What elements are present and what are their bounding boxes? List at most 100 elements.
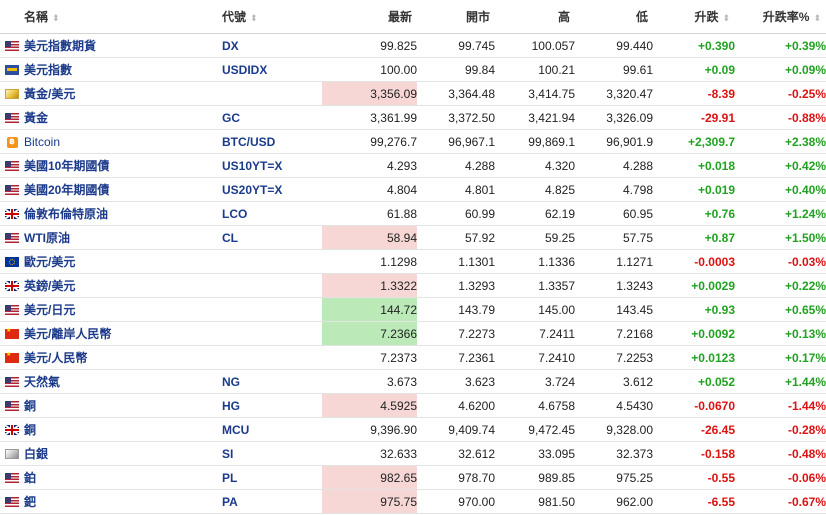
symbol-link[interactable]: PA	[222, 489, 322, 514]
quote-row[interactable]: 美元指數 USDIDX 100.00 99.84 100.21 99.61 +0.09 +0.…	[0, 57, 826, 82]
symbol-link[interactable]	[222, 273, 322, 298]
name-column-header[interactable]: 名稱 ⬍	[24, 0, 222, 34]
instrument-name-link[interactable]: 白銀	[24, 441, 222, 466]
instrument-name-link[interactable]: 銅	[24, 393, 222, 418]
last-price: 99.825	[322, 33, 417, 58]
instrument-name-link[interactable]: 美國20年期國債	[24, 177, 222, 202]
instrument-name-link[interactable]: 天然氣	[24, 369, 222, 394]
instrument-name-link[interactable]: 美元/日元	[24, 297, 222, 322]
instrument-name-link[interactable]: 鉑	[24, 465, 222, 490]
instrument-name-link[interactable]: WTI原油	[24, 225, 222, 250]
quote-row[interactable]: 美元/日元 144.72 143.79 145.00 143.45 +0.93 +0.65%	[0, 297, 826, 322]
quote-row[interactable]: 美國20年期國債 US20YT=X 4.804 4.801 4.825 4.798 +0.0…	[0, 177, 826, 202]
quote-row[interactable]: 歐元/美元 1.1298 1.1301 1.1336 1.1271 -0.0003 -0.0…	[0, 249, 826, 274]
change-column-header[interactable]: 升跌 ⬍	[653, 0, 735, 34]
silver-icon	[5, 449, 19, 460]
symbol-link[interactable]: MCU	[222, 417, 322, 442]
change-percent: -0.06%	[735, 465, 826, 490]
symbol-link[interactable]: US20YT=X	[222, 177, 322, 202]
sort-icon[interactable]: ⬍	[250, 13, 258, 23]
symbol-link[interactable]: PL	[222, 465, 322, 490]
open-price: 96,967.1	[417, 129, 495, 154]
instrument-name-link[interactable]: 美元指數	[24, 57, 222, 82]
change-value: -8.39	[653, 81, 735, 106]
high-column-header: 高	[495, 0, 575, 34]
last-price: 7.2366	[322, 321, 417, 346]
quote-row[interactable]: 黃金 GC 3,361.99 3,372.50 3,421.94 3,326.09 -29.…	[0, 105, 826, 130]
symbol-link[interactable]: GC	[222, 105, 322, 130]
quote-row[interactable]: 英鎊/美元 1.3322 1.3293 1.3357 1.3243 +0.0029 +0.2…	[0, 273, 826, 298]
symbol-link[interactable]: SI	[222, 441, 322, 466]
symbol-link[interactable]: HG	[222, 393, 322, 418]
instrument-name-link[interactable]: 歐元/美元	[24, 249, 222, 274]
instrument-name-link[interactable]: 美國10年期國債	[24, 153, 222, 178]
sort-icon[interactable]: ⬍	[813, 13, 821, 23]
quote-row[interactable]: 美元/離岸人民幣 7.23667.22737.24117.2168+0.0092+…	[0, 321, 826, 346]
instrument-name-link[interactable]: 鈀	[24, 489, 222, 514]
low-price: 3,320.47	[575, 81, 653, 106]
instrument-name-link[interactable]: 美元指數期貨	[24, 33, 222, 58]
symbol-column-header[interactable]: 代號 ⬍	[222, 0, 322, 34]
flag-cell	[0, 273, 24, 298]
instrument-name-link[interactable]: 銅	[24, 417, 222, 442]
change-percent: +0.22%	[735, 273, 826, 298]
change-percent: +2.38%	[735, 129, 826, 154]
quote-row[interactable]: 美元指數期貨 DX 99.825 99.745 100.057 99.440 +0.390 +…	[0, 33, 826, 58]
us-flag-icon	[5, 233, 19, 244]
instrument-name-link[interactable]: 黃金/美元	[24, 81, 222, 106]
symbol-link[interactable]: NG	[222, 369, 322, 394]
low-price: 99.61	[575, 57, 653, 82]
flag-cell	[0, 465, 24, 490]
instrument-name-link[interactable]: 美元/離岸人民幣	[24, 321, 222, 346]
last-price: 975.75	[322, 489, 417, 514]
high-price: 1.1336	[495, 249, 575, 274]
low-price: 1.1271	[575, 249, 653, 274]
us-flag-icon	[5, 305, 19, 316]
change-percent: -0.48%	[735, 441, 826, 466]
symbol-link[interactable]: US10YT=X	[222, 153, 322, 178]
quote-row[interactable]: 黃金/美元 3,356.09 3,364.48 3,414.75 3,320.47 -8.…	[0, 81, 826, 106]
instrument-name-link[interactable]: 黃金	[24, 105, 222, 130]
quote-row[interactable]: 美國10年期國債 US10YT=X 4.293 4.288 4.320 4.288 +0.0…	[0, 153, 826, 178]
quote-row[interactable]: 銅 HG 4.5925 4.6200 4.6758 4.5430 -0.0670 -1.44%	[0, 393, 826, 418]
symbol-link[interactable]: USDIDX	[222, 57, 322, 82]
high-price: 4.825	[495, 177, 575, 202]
china-flag-icon	[5, 351, 19, 364]
flag-cell	[0, 81, 24, 106]
quote-row[interactable]: 倫敦布倫特原油 LCO 61.88 60.99 62.19 60.95 +0.76 +1.24…	[0, 201, 826, 226]
instrument-name-link[interactable]: 英鎊/美元	[24, 273, 222, 298]
symbol-link[interactable]	[222, 297, 322, 322]
symbol-link[interactable]: DX	[222, 33, 322, 58]
instrument-name-link[interactable]: 倫敦布倫特原油	[24, 201, 222, 226]
symbol-link[interactable]	[222, 321, 322, 346]
change-value: -0.158	[653, 441, 735, 466]
sort-icon[interactable]: ⬍	[722, 13, 730, 23]
instrument-name-link[interactable]: Bitcoin	[24, 129, 222, 154]
quote-row[interactable]: WTI原油 CL 58.94 57.92 59.25 57.75 +0.87 +1.50%	[0, 225, 826, 250]
symbol-link[interactable]	[222, 249, 322, 274]
flag-cell: ฿	[0, 129, 24, 154]
quote-row[interactable]: 鉑 PL 982.65 978.70 989.85 975.25 -0.55 -0.06%	[0, 465, 826, 490]
symbol-link[interactable]: CL	[222, 225, 322, 250]
quote-row[interactable]: 銅 MCU 9,396.90 9,409.74 9,472.45 9,328.00 -26.…	[0, 417, 826, 442]
low-column-header: 低	[575, 0, 653, 34]
open-price: 60.99	[417, 201, 495, 226]
last-price: 99,276.7	[322, 129, 417, 154]
quote-row[interactable]: 鈀 PA 975.75 970.00 981.50 962.00 -6.55 -0.67%	[0, 489, 826, 514]
symbol-link[interactable]	[222, 81, 322, 106]
symbol-link[interactable]	[222, 345, 322, 370]
sort-icon[interactable]: ⬍	[52, 13, 60, 23]
quote-row[interactable]: ฿ Bitcoin BTC/USD 99,276.7 96,967.1 99,869.1 9…	[0, 129, 826, 154]
quote-row[interactable]: 美元/人民幣 7.23737.23617.24107.2253+0.0123+0.…	[0, 345, 826, 370]
quote-row[interactable]: 白銀 SI 32.633 32.612 33.095 32.373 -0.158 -0.48%	[0, 441, 826, 466]
instrument-name-link[interactable]: 美元/人民幣	[24, 345, 222, 370]
change-pct-column-header[interactable]: 升跌率% ⬍	[735, 0, 826, 34]
symbol-link[interactable]: BTC/USD	[222, 129, 322, 154]
change-percent: +0.42%	[735, 153, 826, 178]
open-price: 99.84	[417, 57, 495, 82]
change-value: +0.0029	[653, 273, 735, 298]
symbol-link[interactable]: LCO	[222, 201, 322, 226]
high-price: 100.057	[495, 33, 575, 58]
last-price: 4.5925	[322, 393, 417, 418]
quote-row[interactable]: 天然氣 NG 3.673 3.623 3.724 3.612 +0.052 +1.44%	[0, 369, 826, 394]
